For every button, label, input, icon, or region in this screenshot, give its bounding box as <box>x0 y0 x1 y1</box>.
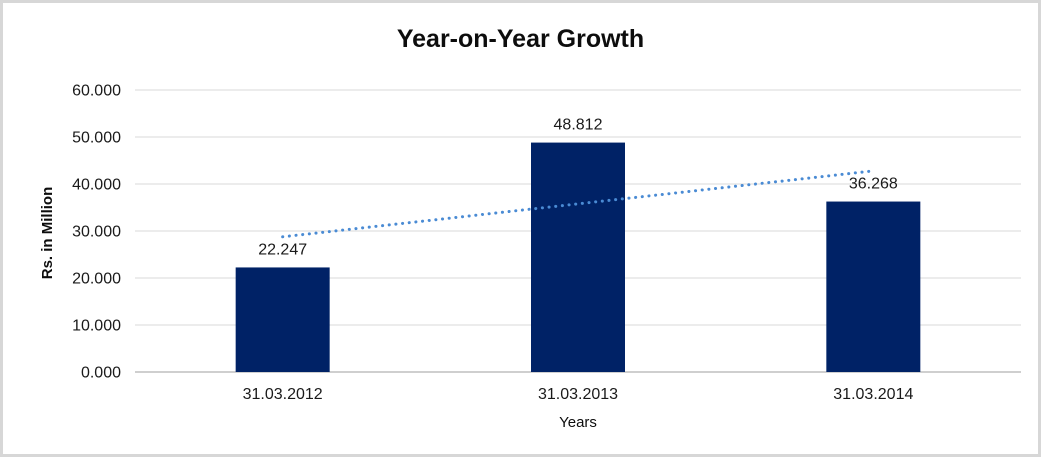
bar <box>531 142 625 372</box>
y-tick-label: 50.000 <box>72 130 121 147</box>
chart-title: Year-on-Year Growth <box>396 25 645 53</box>
y-tick-label: 20.000 <box>72 271 121 288</box>
bar <box>235 267 330 372</box>
y-tick-label: 30.000 <box>72 224 121 241</box>
bar <box>826 201 921 372</box>
y-tick-label: 10.000 <box>72 318 121 335</box>
y-tick-label: 0.000 <box>81 365 121 382</box>
x-tick-label: 31.03.2012 <box>243 386 323 403</box>
x-tick-label: 31.03.2013 <box>538 386 618 403</box>
bar-data-label: 22.247 <box>258 241 307 258</box>
bar-data-label: 48.812 <box>554 117 603 134</box>
y-tick-label: 60.000 <box>72 83 121 100</box>
y-tick-label: 40.000 <box>72 177 121 194</box>
bar-data-label: 36.268 <box>849 176 898 193</box>
trendline <box>281 169 875 239</box>
x-axis-title: Years <box>559 414 597 431</box>
chart-plot: 0.000 10.000 20.000 30.000 40.000 50.000 60.00… <box>72 83 1021 403</box>
x-tick-label: 31.03.2014 <box>833 386 913 403</box>
